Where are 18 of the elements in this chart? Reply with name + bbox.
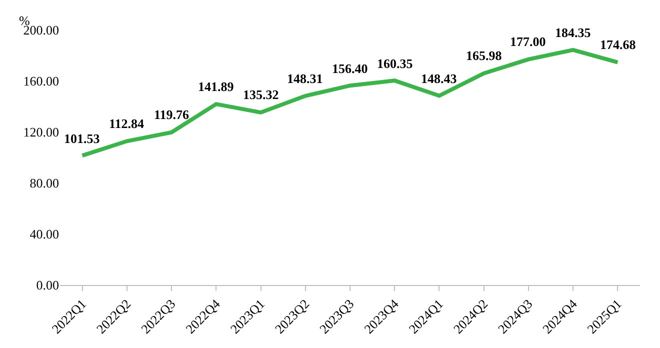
text: 160.35 — [377, 56, 413, 71]
text: 141.89 — [198, 79, 234, 94]
text: 177.00 — [510, 34, 546, 49]
text: 165.98 — [466, 48, 502, 63]
text: 112.84 — [109, 116, 144, 131]
text: 184.35 — [555, 25, 591, 40]
text: 174.68 — [600, 37, 636, 52]
text: 148.31 — [287, 71, 323, 86]
y-tick-label: 160.00 — [23, 74, 59, 89]
text: 148.43 — [421, 71, 457, 86]
text: 135.32 — [243, 87, 279, 102]
y-tick-label: 120.00 — [23, 124, 59, 140]
text: 101.53 — [64, 131, 100, 146]
text: 156.40 — [332, 61, 368, 76]
y-tick-label: 80.00 — [30, 176, 59, 191]
text: 119.76 — [154, 107, 190, 122]
y-tick-label: 0.00 — [36, 278, 59, 293]
y-tick-label: 40.00 — [30, 226, 59, 242]
